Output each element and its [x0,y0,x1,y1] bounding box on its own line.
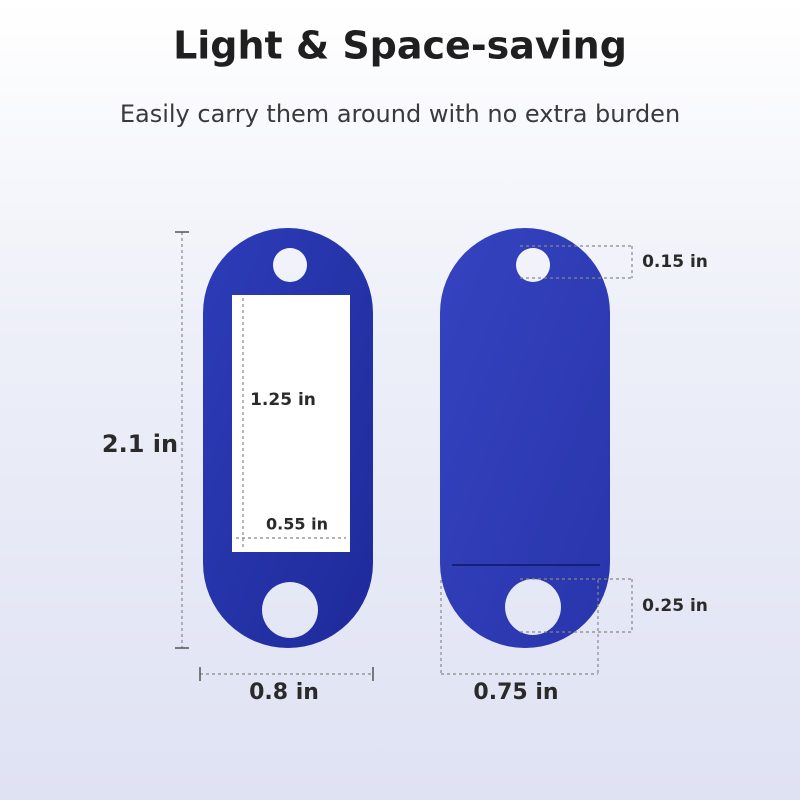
tag-frame [203,228,373,648]
dim-label: 0.15 in [642,252,708,272]
tag-window [232,295,350,552]
dim-label: 0.8 in [249,680,319,705]
title: Light & Space-saving [173,24,627,68]
dim-label: 0.55 in [266,515,328,534]
subtitle: Easily carry them around with no extra b… [120,100,680,128]
dim-label: 0.25 in [642,596,708,616]
tag-back [440,228,610,648]
dim-label: 1.25 in [250,390,316,410]
dim-label: 2.1 in [102,430,178,458]
dim-label: 0.75 in [473,680,558,705]
